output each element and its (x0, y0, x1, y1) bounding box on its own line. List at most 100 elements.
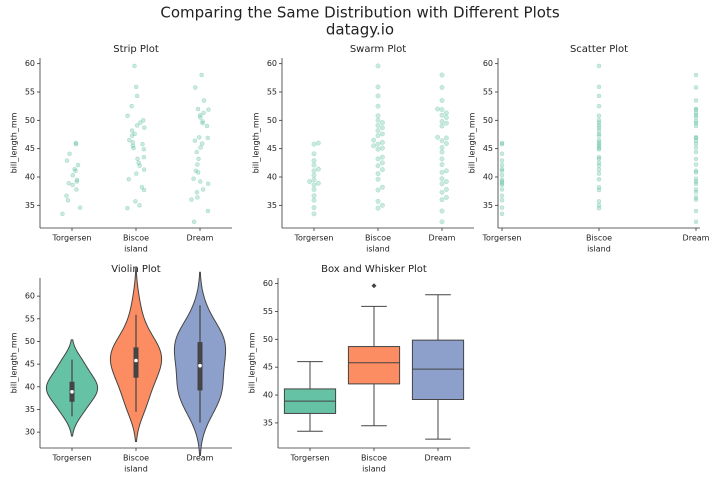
point (375, 84, 381, 90)
point (439, 107, 445, 113)
point (129, 128, 135, 133)
y-tick-label: 55 (483, 88, 493, 97)
point (499, 211, 505, 217)
point (195, 170, 201, 175)
point (375, 171, 381, 177)
y-tick-label: 55 (263, 307, 273, 316)
point (194, 149, 200, 155)
x-tick-label: Dream (187, 454, 214, 463)
point (443, 179, 449, 184)
point (77, 205, 83, 210)
point (191, 176, 196, 181)
point (205, 135, 211, 141)
point (596, 118, 602, 123)
point (206, 107, 211, 112)
point (311, 158, 317, 164)
point (137, 203, 142, 208)
point (132, 63, 137, 69)
point (693, 85, 699, 90)
y-tick-label: 50 (263, 335, 273, 344)
x-axis-label: island (124, 465, 148, 474)
point (60, 211, 65, 217)
point (435, 106, 441, 112)
point (443, 120, 449, 126)
point (693, 112, 699, 118)
point (196, 156, 201, 162)
point (439, 170, 445, 175)
point (375, 113, 381, 119)
y-tick-label: 60 (263, 279, 273, 288)
point (125, 113, 130, 119)
point (199, 72, 204, 78)
x-tick-label: Dream (425, 454, 452, 463)
y-tick-label: 35 (263, 418, 273, 427)
point (74, 187, 79, 192)
point (75, 162, 81, 168)
point (499, 187, 505, 192)
point (200, 119, 205, 124)
point (596, 171, 602, 176)
point (375, 146, 381, 152)
y-tick-label: 60 (25, 59, 35, 68)
point (126, 177, 132, 182)
point (596, 184, 602, 190)
point (693, 170, 699, 175)
y-tick-label: 50 (483, 116, 493, 125)
point (195, 106, 201, 112)
x-axis-label: island (366, 245, 390, 254)
point (439, 72, 445, 78)
point (72, 166, 77, 172)
y-tick-label: 55 (267, 88, 277, 97)
point (67, 151, 72, 157)
point (201, 98, 207, 103)
point (133, 84, 139, 90)
point (439, 219, 445, 225)
point (693, 187, 699, 192)
x-tick-label: Dream (187, 234, 214, 243)
point (379, 160, 385, 166)
subplot: Violin Plotbill_length_mm30354045505560T… (10, 264, 232, 474)
point (311, 177, 317, 183)
point (596, 160, 602, 166)
point (596, 125, 602, 130)
point (133, 199, 138, 204)
point (379, 184, 385, 190)
point (435, 134, 441, 140)
point (499, 168, 505, 174)
x-tick-label: Biscoe (123, 454, 149, 463)
x-tick-label: Dream (429, 234, 456, 243)
point (311, 205, 317, 211)
point (73, 140, 79, 146)
point (379, 120, 385, 126)
point (196, 135, 202, 140)
point (439, 189, 445, 195)
point (74, 179, 80, 184)
y-tick-label: 55 (25, 88, 35, 97)
point (443, 141, 449, 147)
point (141, 146, 147, 152)
point (693, 208, 699, 214)
point (311, 141, 317, 147)
point (375, 205, 381, 211)
point (439, 85, 445, 90)
point (439, 176, 445, 182)
point (693, 135, 699, 140)
point (315, 166, 321, 172)
point (311, 187, 317, 192)
point (205, 208, 211, 214)
point (439, 138, 445, 144)
point (596, 167, 602, 172)
point (201, 110, 206, 116)
y-tick-label: 55 (25, 314, 35, 323)
median (70, 389, 74, 394)
point (499, 197, 505, 203)
point (693, 106, 699, 112)
y-tick-label: 40 (25, 173, 35, 182)
point (198, 145, 203, 150)
point (192, 138, 198, 143)
point (136, 160, 142, 166)
point (379, 154, 385, 160)
point (596, 84, 602, 90)
point (439, 181, 445, 187)
y-tick-label: 35 (25, 405, 35, 414)
